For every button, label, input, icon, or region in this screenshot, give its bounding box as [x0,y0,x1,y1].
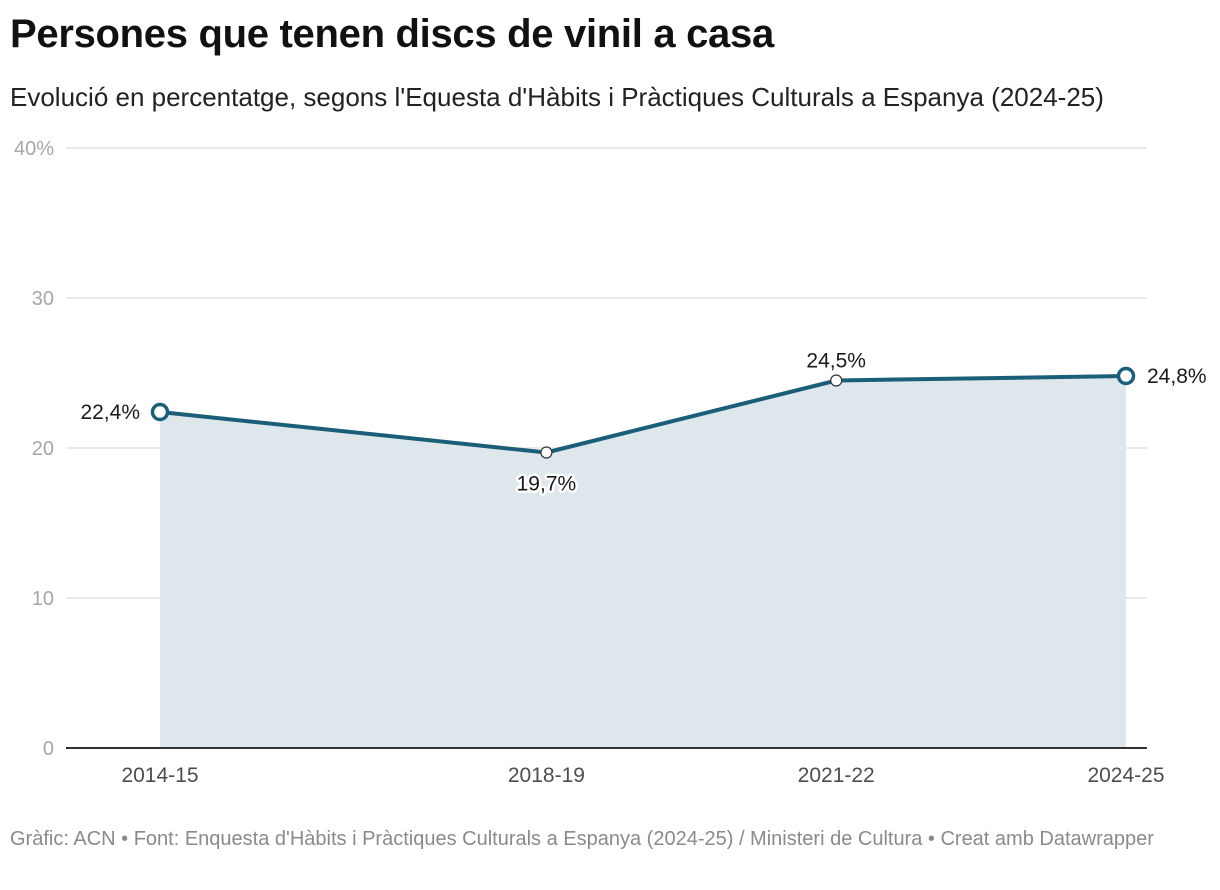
data-point [830,374,843,387]
data-label: 24,5% [806,350,866,373]
y-tick-label: 0 [43,738,54,760]
data-labels: 22,4% 19,7% 24,5% 24,8% [78,347,1209,498]
series-line [158,374,1128,455]
area-fill [160,376,1126,748]
data-label: 19,7% [517,473,577,496]
x-tick-label: 2018-19 [508,764,585,787]
x-tick-label: 2014-15 [121,764,198,787]
y-tick-label: 10 [32,588,54,610]
chart-footer: Gràfic: ACN • Font: Enquesta d'Hàbits i … [10,828,1154,850]
x-tick-label: 2021-22 [798,764,875,787]
chart-title: Persones que tenen discs de vinil a casa [10,12,774,56]
y-tick-label: 40% [14,138,54,160]
data-label: 24,8% [1147,365,1207,388]
data-point [150,402,170,422]
chart-subtitle: Evolució en percentatge, segons l'Equest… [10,82,1104,112]
data-points [150,366,1136,459]
data-point [540,446,553,459]
data-point [1116,366,1136,386]
y-tick-label: 20 [32,438,54,460]
y-axis-ticks: 0 10 20 30 40% [14,138,54,760]
data-label: 22,4% [80,401,140,424]
x-axis-ticks: 2014-15 2018-19 2021-22 2024-25 [121,764,1164,787]
x-tick-label: 2024-25 [1087,764,1164,787]
y-tick-label: 30 [32,288,54,310]
